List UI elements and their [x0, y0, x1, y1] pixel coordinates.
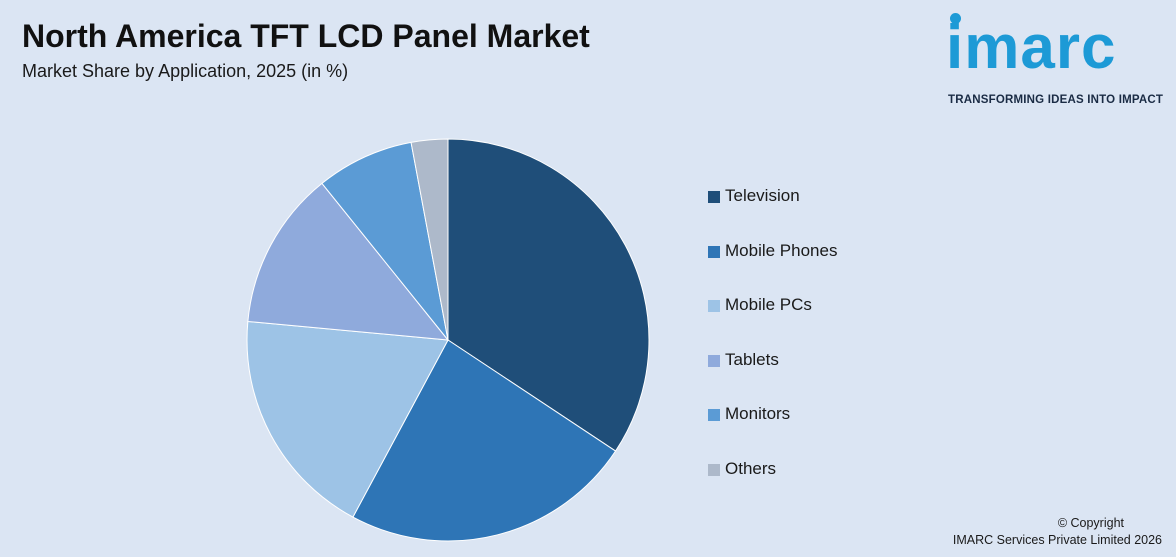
legend-item: Television [708, 186, 837, 241]
legend-label: Television [725, 186, 800, 205]
logo-dot [950, 13, 961, 24]
legend-label: Mobile PCs [725, 295, 812, 315]
legend-swatch [708, 354, 720, 367]
legend-item: Tablets [708, 350, 837, 405]
pie-slice-mobile-pcs [246, 320, 449, 518]
chart-legend: Television Mobile Phones Mobile PCs Tablets… [708, 186, 837, 514]
legend-label: Others [725, 458, 777, 478]
legend-item: Others [708, 459, 837, 514]
pie-slice-mobile-phones [352, 339, 617, 542]
copyright-notice: © Copyright IMARC Services Private Limit… [902, 515, 1162, 549]
copyright-line-2: IMARC Services Private Limited 2026 [952, 533, 1162, 547]
legend-label: Tablets [725, 349, 779, 369]
pie-slice-monitors [321, 141, 449, 341]
imarc-logo: imarc TRANSFORMING IDEAS INTO IMPACT [946, 10, 1172, 110]
copyright-line-1: © Copyright [1057, 516, 1124, 530]
legend-swatch [708, 463, 720, 476]
pie-chart [246, 138, 650, 542]
logo-wordmark: imarc [946, 13, 1117, 82]
pie-slice-others [410, 138, 449, 341]
legend-item: Mobile PCs [708, 295, 837, 350]
chart-title: North America TFT LCD Panel Market [22, 18, 590, 54]
legend-swatch [708, 409, 720, 422]
legend-swatch [708, 245, 720, 258]
legend-label: Mobile Phones [725, 240, 838, 260]
legend-swatch [708, 300, 720, 313]
chart-subtitle: Market Share by Application, 2025 (in %) [22, 61, 349, 81]
logo-tagline: TRANSFORMING IDEAS INTO IMPACT [948, 94, 1164, 106]
legend-swatch [708, 191, 720, 203]
legend-label: Monitors [725, 404, 791, 424]
pie-slice-tablets [247, 182, 450, 341]
legend-item: Monitors [708, 404, 837, 459]
legend-item: Mobile Phones [708, 241, 837, 296]
